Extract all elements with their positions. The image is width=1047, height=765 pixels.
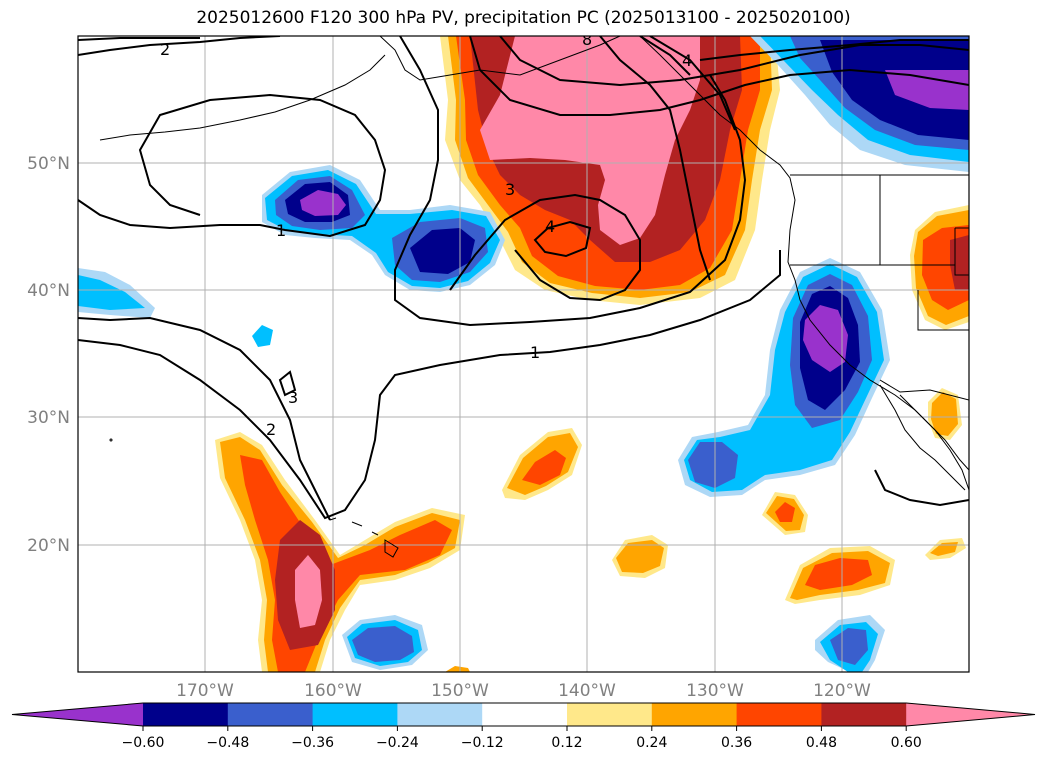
positive-anomaly-hawaii [215, 432, 465, 672]
lat-label: 40°N [27, 281, 70, 301]
contour-label: 8 [582, 30, 592, 49]
coastlines [99, 36, 969, 558]
map-frame [77, 35, 970, 673]
colorbar-tick-label: −0.60 [122, 735, 165, 751]
contour-label: 3 [505, 180, 515, 199]
lon-label: 120°W [813, 681, 871, 701]
pv-contours [78, 36, 969, 521]
lon-label: 130°W [686, 681, 744, 701]
contour-label: 4 [545, 217, 555, 236]
positive-anomaly-gulf-of-alaska [440, 36, 780, 305]
colorbar-tick-label: −0.12 [461, 735, 504, 751]
lon-label: 160°W [304, 681, 362, 701]
map-title: 2025012600 F120 300 hPa PV, precipitatio… [196, 8, 851, 28]
negative-anomaly-west-edge-inner [78, 275, 145, 310]
contour-label: 2 [266, 420, 276, 439]
colorbar-extend-low [12, 703, 143, 726]
colorbar-segment [482, 703, 568, 726]
map-plot-area: 2 1 3 4 1 3 2 8 4 [78, 30, 969, 672]
contour-label: 2 [160, 40, 170, 59]
colorbar-segment [567, 703, 653, 726]
lat-label: 50°N [27, 154, 70, 174]
latitude-labels: 50°N 40°N 30°N 20°N [27, 154, 70, 556]
longitude-labels: 170°W 160°W 150°W 140°W 130°W 120°W [176, 681, 871, 701]
lat-label: 30°N [27, 408, 70, 428]
colorbar-tick-label: −0.48 [206, 735, 249, 751]
colorbar-tick-label: −0.24 [376, 735, 419, 751]
positive-anomaly-small-a-inner [616, 540, 664, 573]
lat-label: 20°N [27, 536, 70, 556]
colorbar-tick-label: −0.36 [291, 735, 334, 751]
positive-anomaly-small-c-core [805, 558, 872, 590]
colorbar-tick-label: 0.60 [891, 735, 922, 751]
positive-anomaly-mid-core [522, 450, 566, 485]
positive-anomaly-small-e-inner [931, 392, 958, 436]
colorbar-tick-label: 0.24 [636, 735, 667, 751]
graticule [78, 36, 969, 672]
colorbar: −0.60 −0.48 −0.36 −0.24 −0.12 0.12 0.24 0.36 0.4… [11, 702, 1036, 751]
colorbar-tick-label: 0.12 [551, 735, 582, 751]
negative-anomaly-california [678, 258, 890, 497]
colorbar-segment [312, 703, 398, 726]
negative-anomaly-northeast [750, 36, 969, 172]
negative-anomaly-south-core [830, 628, 868, 665]
colorbar-tick-label: 0.48 [806, 735, 837, 751]
contour-label: 1 [276, 221, 286, 240]
lon-label: 140°W [558, 681, 616, 701]
colorbar-segment [821, 703, 907, 726]
negative-anomaly-southwest-core [352, 626, 414, 662]
positive-anomaly-edge [445, 666, 470, 672]
lon-label: 170°W [176, 681, 234, 701]
positive-anomaly-small-b-core [775, 502, 795, 522]
negative-anomaly-central-pacific [262, 165, 505, 292]
contour-labels: 2 1 3 4 1 3 2 8 4 [160, 30, 692, 439]
contour-label: 1 [530, 343, 540, 362]
contour-label: 3 [288, 388, 298, 407]
colorbar-segment [227, 703, 314, 726]
colorbar-extend-high [906, 703, 1035, 726]
colorbar-segment [736, 703, 822, 726]
lon-label: 150°W [431, 681, 489, 701]
contour-label: 4 [682, 51, 692, 70]
colorbar-tick-label: 0.36 [721, 735, 752, 751]
colorbar-segment [651, 703, 738, 726]
colorbar-segment [143, 703, 229, 726]
colorbar-segment [397, 703, 483, 726]
negative-anomaly-small [252, 325, 273, 347]
